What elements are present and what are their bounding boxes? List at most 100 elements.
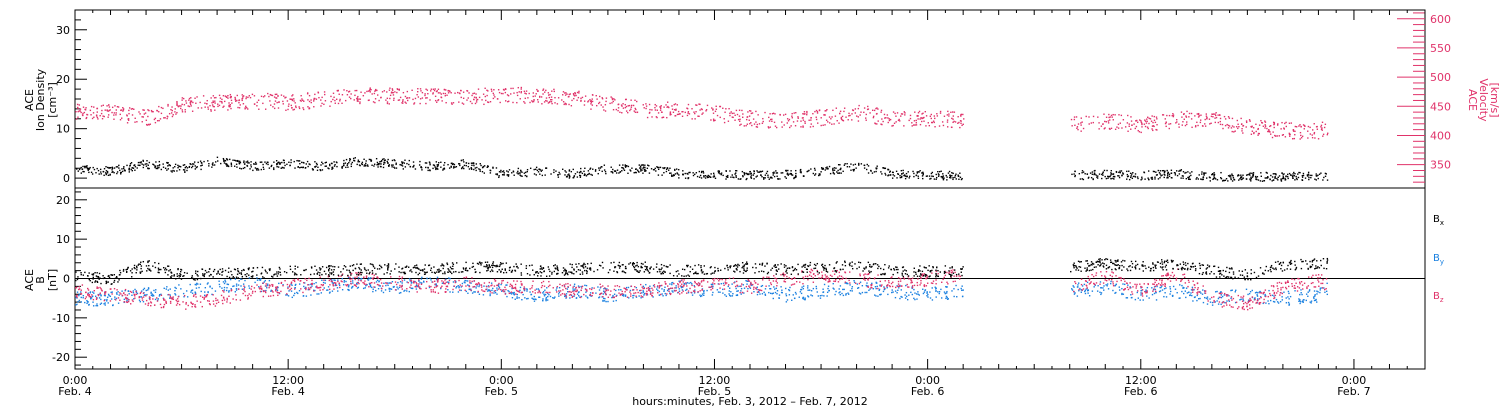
by-point [167, 294, 169, 296]
by-point [1096, 290, 1099, 292]
density-point [453, 163, 456, 166]
velocity-point [1300, 134, 1302, 137]
density-point [750, 174, 753, 176]
velocity-point [841, 115, 844, 118]
density-point [592, 168, 594, 170]
density-point [191, 163, 194, 165]
by-point [896, 285, 898, 287]
by-point [516, 293, 519, 296]
velocity-point [923, 116, 925, 119]
velocity-point [960, 114, 962, 116]
density-point [1188, 175, 1191, 178]
density-point [1212, 178, 1215, 180]
by-point [92, 301, 94, 303]
velocity-point [1098, 128, 1100, 130]
density-point [730, 176, 732, 178]
velocity-point [1214, 113, 1216, 115]
bz-point [646, 287, 648, 290]
density-point [960, 178, 963, 181]
velocity-point [735, 109, 738, 112]
velocity-point [214, 100, 216, 102]
density-point [750, 176, 752, 178]
velocity-point [810, 117, 812, 119]
density-point [277, 161, 279, 164]
velocity-point [1171, 115, 1173, 117]
density-point [1195, 178, 1197, 180]
density-point [1132, 175, 1135, 178]
density-point [921, 172, 923, 174]
density-point [392, 164, 394, 166]
bz-point [837, 276, 839, 278]
bz-point [1184, 282, 1187, 284]
velocity-point [1285, 121, 1287, 124]
density-point [402, 168, 405, 170]
by-point [849, 289, 852, 292]
density-point [622, 168, 625, 170]
density-point [618, 172, 620, 174]
velocity-point [817, 122, 819, 124]
bz-point [926, 275, 929, 277]
velocity-point [1215, 116, 1218, 119]
by-point [843, 288, 845, 291]
density-point [1301, 174, 1304, 177]
density-point [294, 167, 296, 169]
density-point [472, 163, 475, 165]
density-point [201, 162, 203, 164]
velocity-point [1081, 121, 1083, 123]
by-point [1205, 297, 1208, 299]
velocity-point [388, 103, 390, 105]
velocity-point [181, 111, 184, 113]
by-point [498, 285, 500, 288]
density-point [506, 174, 508, 176]
velocity-point [210, 108, 212, 111]
density-point [625, 165, 628, 167]
velocity-point [673, 109, 676, 111]
velocity-point [1152, 121, 1154, 124]
bz-point [1188, 281, 1190, 283]
by-point [343, 279, 346, 282]
by-point [197, 283, 199, 285]
density-point [345, 166, 347, 169]
by-point [452, 291, 454, 293]
density-point [682, 170, 684, 172]
density-point [768, 178, 770, 180]
velocity-point [402, 99, 404, 101]
by-point [1151, 287, 1153, 289]
by-point [615, 299, 617, 302]
velocity-point [429, 99, 431, 101]
density-point [902, 172, 904, 174]
by-point [737, 290, 739, 292]
velocity-point [1112, 119, 1114, 121]
density-point [174, 166, 176, 168]
density-point [77, 170, 79, 172]
velocity-point [108, 104, 110, 106]
density-point [931, 175, 933, 177]
velocity-point [936, 115, 939, 117]
density-point [915, 174, 918, 176]
velocity-point [769, 113, 771, 115]
velocity-point [444, 92, 447, 95]
by-point [819, 295, 822, 297]
by-point [678, 290, 681, 292]
density-point [684, 172, 686, 175]
velocity-point [299, 99, 302, 102]
velocity-point [529, 101, 531, 104]
velocity-point [97, 118, 99, 120]
density-point [887, 168, 889, 171]
by-point [1216, 290, 1218, 293]
velocity-point [85, 117, 87, 120]
by-point [786, 299, 789, 301]
velocity-point [815, 116, 817, 118]
by-point [810, 290, 813, 292]
velocity-point [917, 118, 919, 120]
bz-point [286, 283, 289, 286]
by-point [351, 280, 354, 282]
velocity-point [151, 110, 153, 113]
velocity-point [1264, 125, 1267, 127]
bz-point [93, 290, 96, 292]
velocity-point [881, 123, 883, 126]
velocity-point [1289, 135, 1291, 137]
density-point [216, 156, 219, 159]
by-point [496, 287, 498, 289]
density-point [883, 167, 885, 169]
